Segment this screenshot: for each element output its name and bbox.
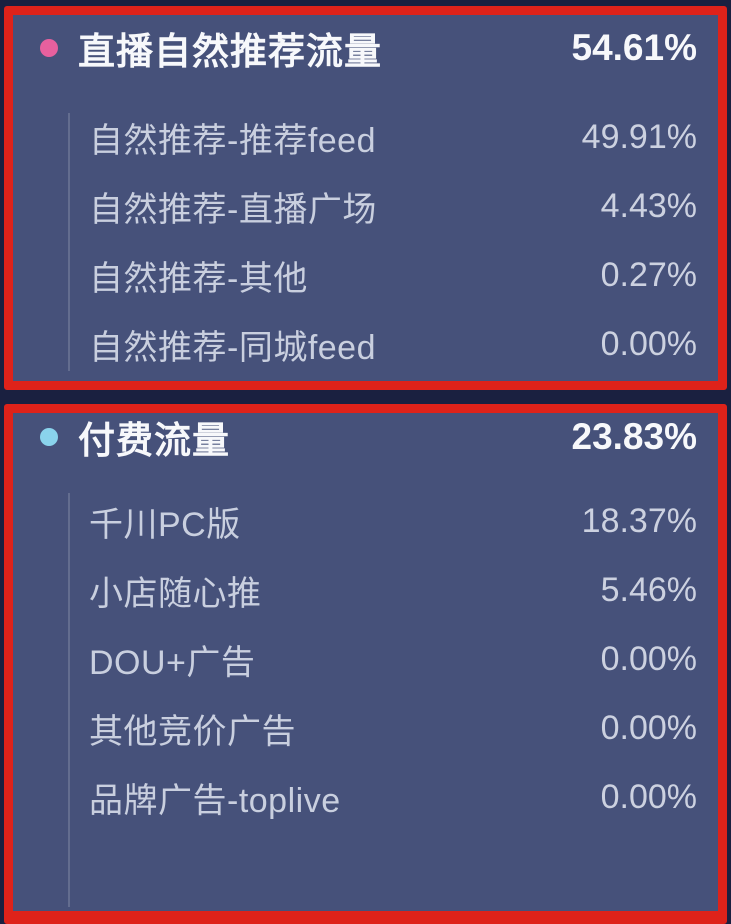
- traffic-source-percentage: 5.46%: [600, 571, 697, 609]
- traffic-source-percentage: 0.27%: [600, 256, 697, 294]
- indent-divider-line: [68, 493, 70, 907]
- traffic-source-label: 品牌广告-toplive: [89, 782, 341, 820]
- indent-divider-line: [68, 113, 70, 371]
- traffic-source-label: 自然推荐-其他: [89, 260, 308, 298]
- section-header: 付费流量 23.83%: [40, 413, 697, 461]
- cyan-dot-icon: [40, 428, 58, 446]
- traffic-source-percentage: 49.91%: [581, 118, 697, 156]
- traffic-source-label: 自然推荐-同城feed: [89, 329, 376, 367]
- traffic-source-percentage: 0.00%: [600, 778, 697, 816]
- section-header: 直播自然推荐流量 54.61%: [40, 21, 697, 75]
- traffic-source-row: DOU+广告 0.00%: [89, 625, 697, 694]
- pink-dot-icon: [40, 39, 58, 57]
- traffic-source-list: 千川PC版 18.37% 小店随心推 5.46% DOU+广告 0.00% 其他…: [13, 487, 718, 832]
- traffic-source-percentage: 4.43%: [600, 187, 697, 225]
- traffic-source-row: 品牌广告-toplive 0.00%: [89, 763, 697, 832]
- traffic-source-label: 小店随心推: [89, 575, 262, 613]
- section-percentage: 23.83%: [571, 416, 698, 457]
- section-percentage: 54.61%: [571, 27, 698, 68]
- traffic-source-row: 自然推荐-同城feed 0.00%: [89, 310, 697, 379]
- traffic-source-row: 自然推荐-推荐feed 49.91%: [89, 103, 697, 172]
- traffic-source-label: 千川PC版: [89, 506, 241, 544]
- paid-traffic-section: 付费流量 23.83% 千川PC版 18.37% 小店随心推 5.46% DOU…: [4, 404, 727, 924]
- traffic-source-percentage: 0.00%: [600, 709, 697, 747]
- traffic-source-row: 自然推荐-其他 0.27%: [89, 241, 697, 310]
- traffic-source-label: 自然推荐-直播广场: [89, 191, 377, 229]
- traffic-source-percentage: 18.37%: [581, 502, 697, 540]
- organic-traffic-section: 直播自然推荐流量 54.61% 自然推荐-推荐feed 49.91% 自然推荐-…: [4, 6, 727, 390]
- traffic-source-row: 千川PC版 18.37%: [89, 487, 697, 556]
- traffic-source-list: 自然推荐-推荐feed 49.91% 自然推荐-直播广场 4.43% 自然推荐-…: [13, 103, 718, 379]
- traffic-source-percentage: 0.00%: [600, 640, 697, 678]
- traffic-source-percentage: 0.00%: [600, 325, 697, 363]
- traffic-source-label: 自然推荐-推荐feed: [89, 122, 376, 160]
- traffic-source-row: 小店随心推 5.46%: [89, 556, 697, 625]
- section-title: 付费流量: [78, 420, 230, 461]
- section-title: 直播自然推荐流量: [78, 31, 382, 72]
- traffic-source-row: 其他竞价广告 0.00%: [89, 694, 697, 763]
- traffic-source-row: 自然推荐-直播广场 4.43%: [89, 172, 697, 241]
- traffic-source-label: DOU+广告: [89, 644, 256, 682]
- traffic-source-label: 其他竞价广告: [89, 713, 296, 751]
